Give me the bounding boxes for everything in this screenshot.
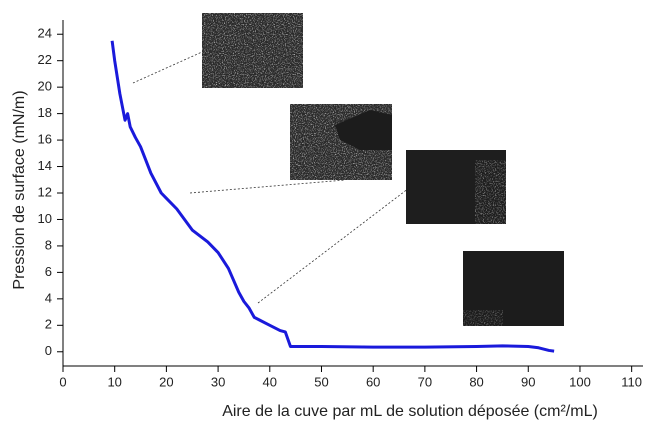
y-tick-label: 0 (45, 343, 52, 358)
y-tick-label: 6 (45, 264, 52, 279)
y-tick-label: 24 (38, 26, 52, 41)
y-tick-label: 12 (38, 184, 52, 199)
x-tick-label: 100 (569, 374, 591, 389)
data-line (110, 40, 555, 353)
connector (257, 184, 414, 304)
x-tick-label: 80 (469, 374, 483, 389)
x-tick-label: 60 (366, 374, 380, 389)
insets (132, 51, 414, 304)
y-tick-label: 18 (38, 105, 52, 120)
y-tick-label: 20 (38, 79, 52, 94)
x-tick-label: 0 (59, 374, 66, 389)
y-axis-title: Pression de surface (mN/m) (11, 90, 28, 289)
micrographs (202, 13, 564, 326)
x-tick-label: 10 (107, 374, 121, 389)
connector (132, 51, 203, 84)
micrograph-texture (202, 13, 303, 88)
connector (189, 179, 346, 194)
y-tick-label: 22 (38, 52, 52, 67)
micrograph-domain (335, 110, 392, 150)
micrograph-texture (475, 160, 506, 224)
y-tick-label: 8 (45, 237, 52, 252)
x-tick-label: 40 (263, 374, 277, 389)
x-axis-title: Aire de la cuve par mL de solution dépos… (222, 403, 598, 420)
x-tick-label: 20 (159, 374, 173, 389)
y-tick-label: 14 (38, 158, 52, 173)
x-tick-label: 70 (418, 374, 432, 389)
y-tick-label: 4 (45, 290, 52, 305)
micrograph-texture (463, 310, 503, 326)
x-tick-label: 110 (621, 374, 642, 389)
x-tick-label: 50 (314, 374, 328, 389)
x-tick-label: 30 (211, 374, 225, 389)
y-tick-label: 10 (38, 211, 52, 226)
x-tick-label: 90 (521, 374, 535, 389)
y-tick-label: 2 (45, 317, 52, 332)
y-tick-label: 16 (38, 132, 52, 147)
